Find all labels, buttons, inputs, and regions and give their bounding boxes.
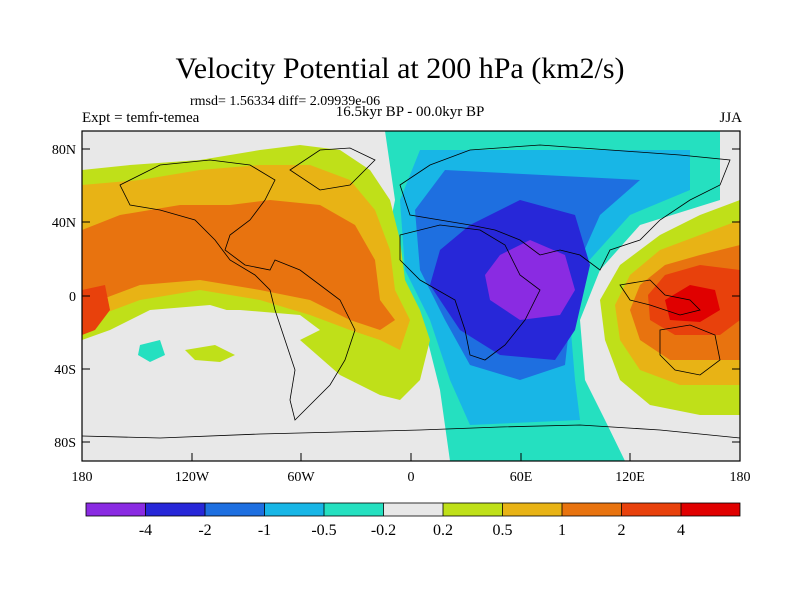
colorbar-box	[443, 503, 503, 516]
colorbar-label: -2	[198, 522, 211, 539]
colorbar-label: -0.2	[371, 522, 396, 539]
lon-tick-label: 60W	[287, 470, 315, 485]
colorbar-box	[264, 503, 324, 516]
stats-label: rmsd= 1.56334 diff= 2.09939e-06	[190, 94, 381, 109]
colorbar-box	[383, 503, 443, 516]
colorbar-box	[145, 503, 205, 516]
neutral-patch-south-pacific	[125, 310, 320, 425]
lat-tick-label: 40N	[52, 216, 76, 231]
colorbar-label: -4	[139, 522, 152, 539]
contour-band-plus-2-pacific	[82, 285, 110, 335]
period-label: 16.5kyr BP - 00.0kyr BP	[335, 104, 485, 120]
colorbar-label: -1	[258, 522, 271, 539]
colorbar: -4 -2 -1 -0.5 -0.2 0.2 0.5 1 2 4	[85, 502, 741, 539]
africa-coast	[399, 224, 541, 361]
contour-band-plus-4-east	[665, 285, 720, 322]
lon-tick-label: 120E	[615, 470, 645, 485]
colorbar-box	[86, 503, 146, 516]
colorbar-box	[324, 503, 384, 516]
lon-tick-labels: 180 120W 60W 0 60E 120E 180	[72, 470, 751, 485]
lat-tick-marks	[82, 148, 740, 443]
lon-tick-label: 120W	[175, 470, 210, 485]
colorbar-box	[205, 503, 265, 516]
colorbar-label: 4	[677, 522, 685, 539]
map-field	[82, 131, 740, 461]
americas-coast	[119, 159, 356, 421]
colorbar-label: 0.2	[433, 522, 453, 539]
lon-tick-label: 180	[72, 470, 93, 485]
lat-tick-label: 80S	[54, 436, 76, 451]
experiment-label: Expt = temfr-temea	[82, 110, 200, 126]
colorbar-label: 2	[618, 522, 626, 539]
colorbar-box	[621, 503, 681, 516]
colorbar-box	[681, 503, 740, 516]
lon-tick-marks	[81, 453, 741, 461]
eurasia-coast	[399, 144, 731, 271]
maritime-continent-coast	[619, 279, 701, 316]
lat-tick-label: 80N	[52, 143, 76, 158]
plot-title: Velocity Potential at 200 hPa (km2/s)	[175, 52, 625, 85]
lon-tick-label: 60E	[510, 470, 533, 485]
lat-tick-label: 40S	[54, 363, 76, 378]
colorbar-label: -0.5	[311, 522, 336, 539]
coastlines	[82, 144, 740, 439]
lat-tick-label: 0	[69, 290, 76, 305]
colorbar-box	[502, 503, 562, 516]
lat-tick-labels: 80N 40N 0 40S 80S	[52, 143, 76, 451]
small-positive-patch	[185, 345, 235, 362]
small-negative-patch	[138, 340, 165, 362]
season-label: JJA	[719, 110, 742, 126]
colorbar-box	[562, 503, 622, 516]
colorbar-label: 0.5	[493, 522, 513, 539]
greenland-coast	[289, 147, 376, 191]
lon-tick-label: 180	[730, 470, 751, 485]
australia-coast	[659, 324, 721, 376]
contour-band-minus-4	[485, 240, 575, 320]
colorbar-label: 1	[558, 522, 566, 539]
antarctica-coast	[82, 424, 740, 439]
lon-tick-label: 0	[408, 470, 415, 485]
